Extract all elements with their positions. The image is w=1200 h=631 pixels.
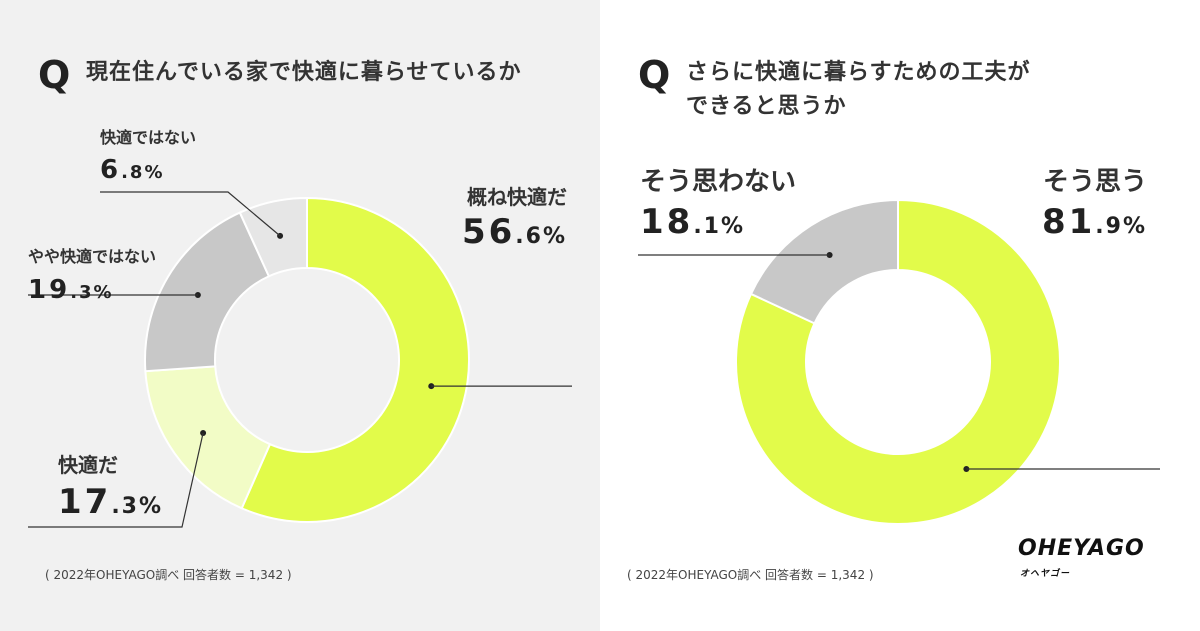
slice-2-percent: 19.3%: [28, 275, 114, 305]
right-slice-1-percent: 18.1%: [640, 202, 745, 242]
left-donut-slice-1: [144, 365, 272, 510]
left-panel: Q 現在住んでいる家で快適に暮らせているか ( 2022年OHEYAGO調べ 回…: [0, 0, 600, 631]
oheyago-logo: OHEYAGO オヘヤゴー: [1018, 536, 1158, 586]
slice-2-label: やや快適ではない: [28, 247, 156, 266]
slice-3-percent: 6.8%: [100, 155, 165, 185]
right-slice-0-percent: 81.9%: [1042, 202, 1147, 242]
left-donut-slice-0: [240, 196, 470, 523]
question-mark: Q: [38, 53, 71, 97]
right-donut-slice-0: [735, 198, 1061, 525]
leader-line: [100, 191, 281, 237]
right-donut-slice-1: [749, 198, 899, 325]
chart-title: 現在住んでいる家で快適に暮らせているか: [86, 60, 522, 85]
logo-wordmark: OHEYAGO: [1018, 536, 1145, 561]
right-slice-1-label: そう思わない: [640, 167, 796, 197]
leader-line: [28, 432, 204, 528]
slice-0-percent: 56.6%: [462, 212, 567, 252]
footnote: ( 2022年OHEYAGO調べ 回答者数 = 1,342 ): [45, 568, 292, 582]
slice-1-percent: 17.3%: [58, 482, 163, 522]
chart-title-line-1: さらに快適に暮らすための工夫が: [686, 60, 1031, 85]
slice-3-label: 快適ではない: [100, 128, 196, 147]
slice-0-label: 概ね快適だ: [467, 185, 567, 209]
logo-subtitle: オヘヤゴー: [1020, 569, 1071, 579]
footnote: ( 2022年OHEYAGO調べ 回答者数 = 1,342 ): [627, 568, 874, 582]
question-mark: Q: [638, 53, 671, 97]
right-slice-0-label: そう思う: [1043, 167, 1147, 197]
left-donut-slice-2: [144, 211, 271, 373]
left-donut-slice-3: [238, 196, 308, 278]
right-panel: Q さらに快適に暮らすための工夫が できると思うか ( 2022年OHEYAGO…: [600, 0, 1200, 631]
slice-1-label: 快適だ: [58, 453, 118, 477]
chart-title-line-2: できると思うか: [686, 94, 847, 119]
